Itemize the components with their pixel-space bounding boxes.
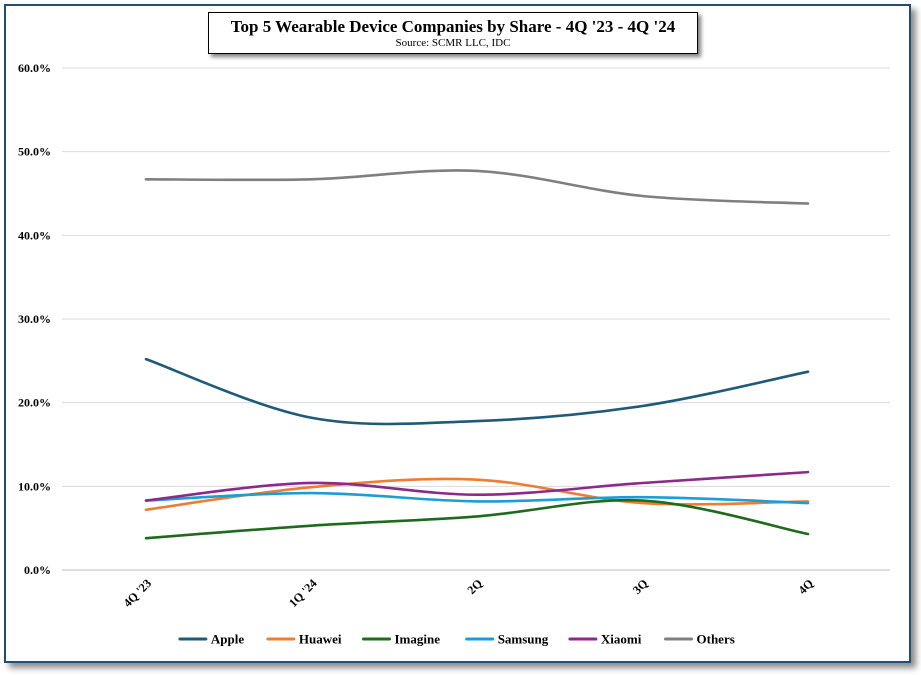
legend-label-huawei: Huawei <box>299 632 342 647</box>
series-layer <box>144 169 810 540</box>
legend: Apple Huawei Imagine Samsung Xiaomi Others <box>178 632 735 647</box>
y-tick-label: 10.0% <box>18 479 51 493</box>
series-line-apple <box>144 357 810 426</box>
chart-title: Top 5 Wearable Device Companies by Share… <box>230 17 676 36</box>
legend-label-imagine: Imagine <box>395 632 441 647</box>
y-tick-label: 20.0% <box>18 396 51 410</box>
legend-label-samsung: Samsung <box>498 632 549 647</box>
series-line-xiaomi <box>144 470 810 502</box>
x-tick-label: 4Q '23 <box>120 576 154 610</box>
legend-label-apple: Apple <box>211 632 244 647</box>
y-tick-label: 0.0% <box>24 563 51 577</box>
legend-label-others: Others <box>697 632 735 647</box>
y-tick-label: 40.0% <box>18 228 51 242</box>
x-tick-label: 2Q <box>464 576 485 597</box>
x-tick-label: 4Q <box>795 576 816 597</box>
y-tick-label: 50.0% <box>18 145 51 159</box>
x-tick-label: 1Q '24 <box>286 576 320 610</box>
y-axis-ticks: 0.0% 10.0% 20.0% 30.0% 40.0% 50.0% 60.0% <box>18 61 51 577</box>
x-tick-label: 3Q <box>630 576 651 597</box>
chart-frame <box>4 4 911 663</box>
series-line-samsung <box>144 491 810 505</box>
y-tick-label: 60.0% <box>18 61 51 75</box>
series-line-others <box>144 169 810 205</box>
series-line-imagine <box>144 498 810 540</box>
y-tick-label: 30.0% <box>18 312 51 326</box>
legend-label-xiaomi: Xiaomi <box>601 632 642 647</box>
x-axis-ticks: 4Q '23 1Q '24 2Q 3Q 4Q <box>120 576 816 610</box>
grid-layer <box>62 67 890 571</box>
chart-title-box: Top 5 Wearable Device Companies by Share… <box>208 12 698 54</box>
chart-subtitle: Source: SCMR LLC, IDC <box>395 37 511 49</box>
